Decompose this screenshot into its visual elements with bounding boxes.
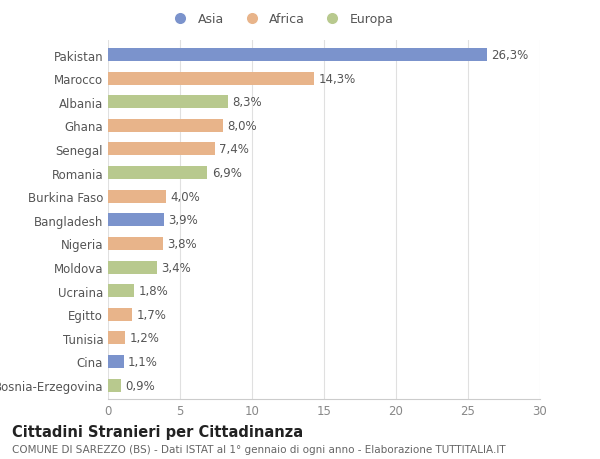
Text: 26,3%: 26,3% [491, 49, 528, 62]
Bar [108, 167, 208, 179]
Bar [108, 308, 133, 321]
Text: 1,8%: 1,8% [138, 285, 168, 297]
Bar [108, 143, 215, 156]
Text: 4,0%: 4,0% [170, 190, 200, 203]
Legend: Asia, Africa, Europa: Asia, Africa, Europa [163, 8, 399, 31]
Text: 3,4%: 3,4% [161, 261, 191, 274]
Text: 3,9%: 3,9% [169, 214, 198, 227]
Bar [108, 120, 223, 133]
Text: 7,4%: 7,4% [219, 143, 249, 156]
Text: 3,8%: 3,8% [167, 237, 197, 250]
Text: Cittadini Stranieri per Cittadinanza: Cittadini Stranieri per Cittadinanza [12, 425, 303, 440]
Bar [108, 190, 166, 203]
Bar [108, 73, 314, 85]
Bar [108, 49, 487, 62]
Text: 14,3%: 14,3% [318, 73, 355, 85]
Text: 6,9%: 6,9% [212, 167, 242, 179]
Text: 0,9%: 0,9% [125, 379, 155, 392]
Text: 8,3%: 8,3% [232, 96, 262, 109]
Bar [108, 379, 121, 392]
Bar [108, 237, 163, 250]
Bar [108, 355, 124, 368]
Bar [108, 214, 164, 227]
Text: COMUNE DI SAREZZO (BS) - Dati ISTAT al 1° gennaio di ogni anno - Elaborazione TU: COMUNE DI SAREZZO (BS) - Dati ISTAT al 1… [12, 444, 506, 454]
Text: 1,2%: 1,2% [130, 331, 160, 345]
Bar [108, 285, 134, 297]
Text: 1,1%: 1,1% [128, 355, 158, 368]
Bar [108, 261, 157, 274]
Bar [108, 96, 227, 109]
Text: 1,7%: 1,7% [137, 308, 167, 321]
Text: 8,0%: 8,0% [227, 120, 257, 133]
Bar [108, 331, 125, 345]
